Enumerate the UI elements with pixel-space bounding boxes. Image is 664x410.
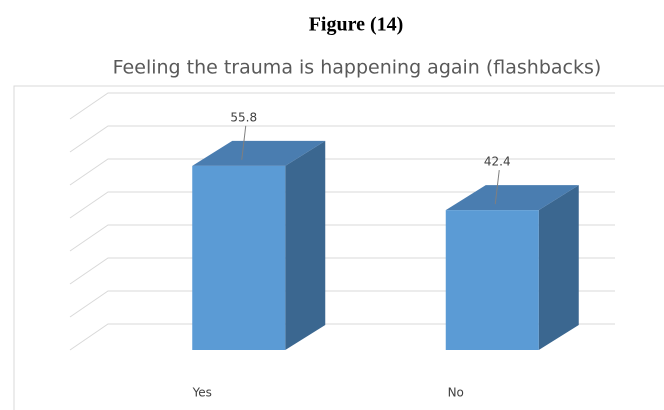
bar-front [192,165,286,350]
grid-line [69,158,615,186]
bar-top [192,140,326,166]
bar-front [445,210,539,350]
bar-side [285,140,326,350]
leader-line [241,125,247,160]
chart-title: Feeling the trauma is happening again (f… [113,57,602,79]
grid-line [69,92,615,120]
x-tick-label: Yes [192,386,212,400]
grid-line [69,191,615,219]
value-label: 42.4 [484,155,511,169]
grid-line [69,125,615,153]
leader-line [494,170,500,205]
x-tick-label: No [448,386,464,400]
chart-frame [13,85,664,410]
bar [192,140,326,350]
value-label: 55.8 [230,110,257,124]
bar-top [445,185,579,211]
bar [445,185,579,350]
figure-label: Figure (14) [309,14,404,36]
bar-side [538,185,579,350]
